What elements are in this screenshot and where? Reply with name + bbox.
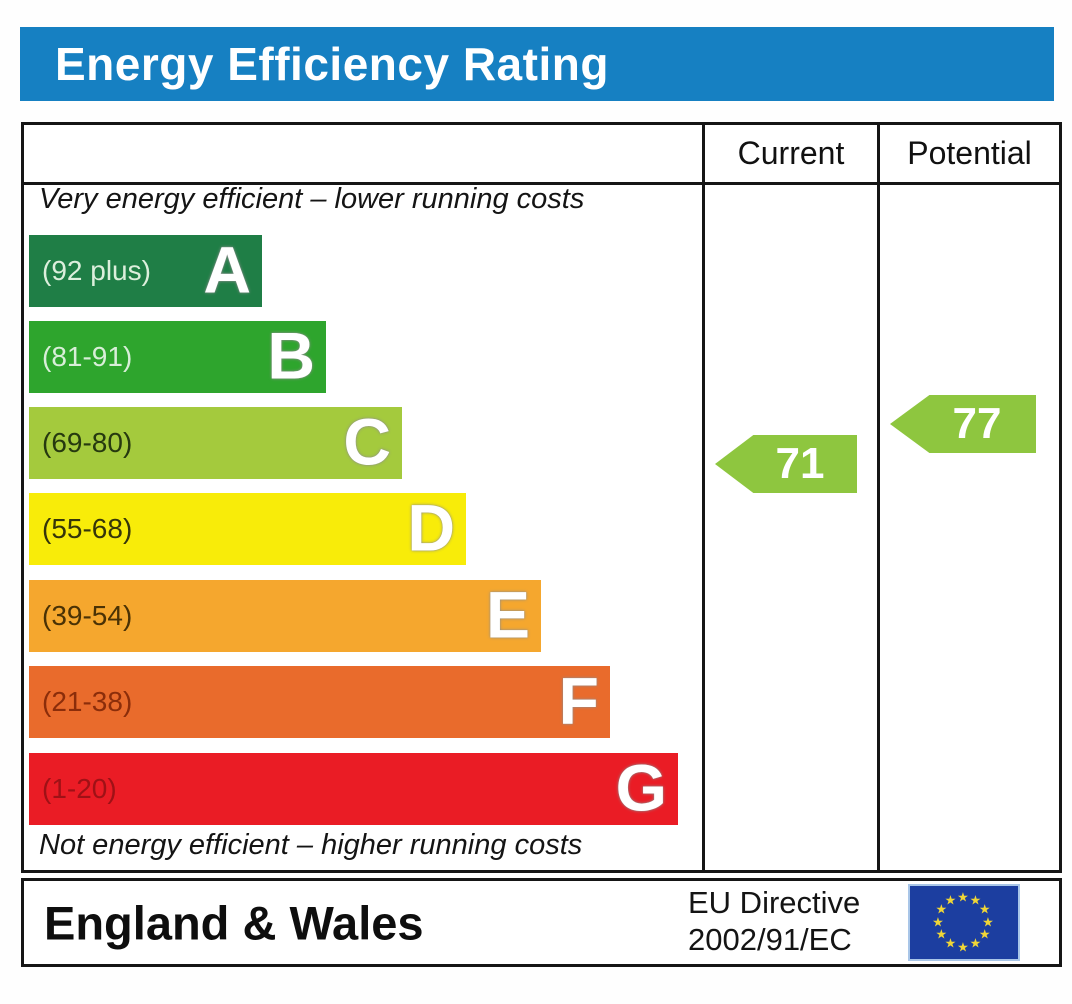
band-range-label: (21-38) [42,686,133,717]
band-range-label: (69-80) [42,427,133,458]
current-value: 71 [775,439,825,488]
top-note: Very energy efficient – lower running co… [39,183,585,215]
band-row-g: (1-20) G [29,753,678,825]
band-row-e: (39-54) E [29,580,541,652]
eu-flag-star: ★ [978,901,991,917]
eu-flag-star: ★ [982,914,994,929]
eu-flag-star: ★ [969,935,982,951]
band-letter: C [343,404,391,479]
potential-value: 77 [952,399,1002,448]
eu-flag-star: ★ [969,892,982,908]
bottom-note: Not energy efficient – higher running co… [39,829,583,861]
band-row-a: (92 plus) A [29,235,262,307]
band-range-label: (92 plus) [42,255,151,286]
band-row-c: (69-80) C [29,407,402,479]
band-letter: E [485,577,530,652]
eu-directive-line2: 2002/91/EC [688,922,852,957]
eu-flag-star: ★ [932,914,944,929]
eu-flag-star: ★ [957,939,969,954]
band-range-label: (39-54) [42,600,133,631]
title-banner: Energy Efficiency Rating [20,27,1054,101]
band-letter: D [407,490,455,565]
eu-directive-text: EU Directive 2002/91/EC [688,884,860,958]
band-row-f: (21-38) F [29,666,610,738]
current-column-divider [702,125,705,870]
band-range-label: (1-20) [42,773,117,804]
eu-flag-star: ★ [944,892,957,908]
header-row-divider [24,182,1059,185]
rating-table: Current Potential Very energy efficient … [21,122,1062,873]
column-header-current: Current [737,135,845,171]
eu-flag-star: ★ [978,926,991,942]
potential-column-divider [877,125,880,870]
eu-flag-star: ★ [957,889,969,904]
eu-flag-star: ★ [935,926,948,942]
eu-flag-star: ★ [944,935,957,951]
column-header-potential: Potential [907,135,1032,171]
band-letter: F [558,663,599,738]
eu-directive-line1: EU Directive [688,885,861,920]
eu-flag-star: ★ [935,901,948,917]
current-arrow: 71 [715,435,857,493]
band-letter: B [267,318,315,393]
page-title: Energy Efficiency Rating [55,38,609,90]
band-letter: G [615,750,667,825]
band-range-label: (55-68) [42,513,133,544]
footer-bar: England & Wales EU Directive 2002/91/EC … [21,878,1062,967]
band-row-b: (81-91) B [29,321,326,393]
region-label: England & Wales [44,896,424,949]
eu-flag: ★ ★ ★ ★ ★ ★ ★ ★ ★ ★ ★ ★ [908,884,1020,961]
band-range-label: (81-91) [42,341,133,372]
band-letter: A [203,232,251,307]
band-row-d: (55-68) D [29,493,466,565]
potential-arrow: 77 [890,395,1036,453]
